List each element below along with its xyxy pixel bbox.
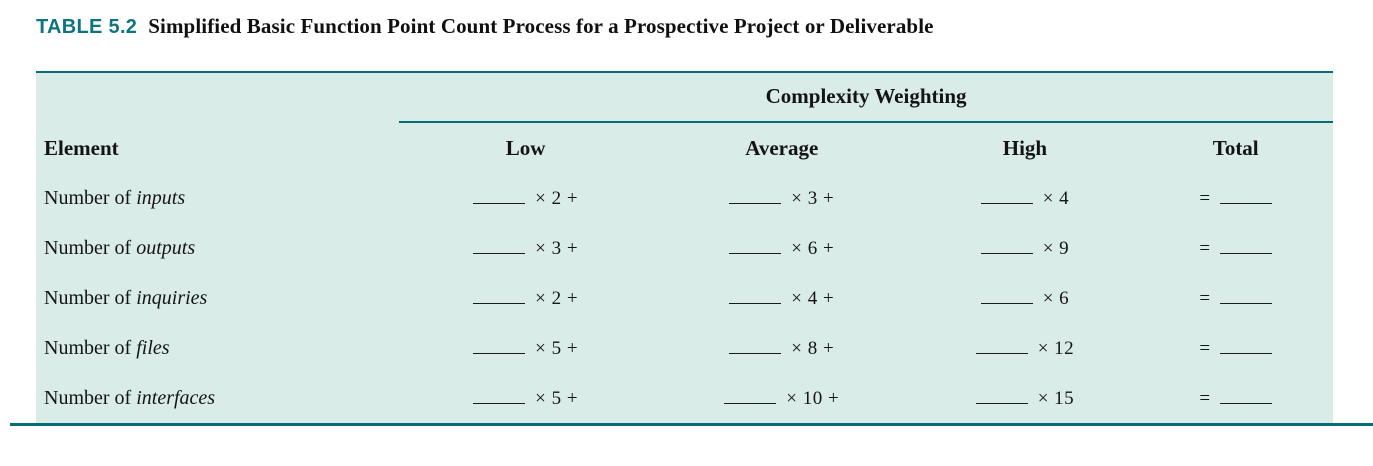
low-factor: × 5 + [535, 388, 579, 410]
low-factor: × 5 + [535, 338, 579, 360]
element-term: inputs [136, 186, 186, 209]
blank-line [729, 238, 782, 254]
element-cell: Number of interfaces [36, 387, 399, 410]
table-row-inquiries: Number of inquiries × 2 + × 4 + × 6 = [36, 273, 1333, 323]
low-factor: × 2 + [535, 187, 579, 209]
blank-line [980, 288, 1033, 304]
blank-line [473, 238, 526, 254]
equals-sign: = [1199, 388, 1211, 410]
element-cell: Number of inputs [36, 187, 399, 210]
table-row-outputs: Number of outputs × 3 + × 6 + × 9 = [36, 223, 1333, 273]
average-factor: × 6 + [791, 237, 835, 259]
group-header-row: Complexity Weighting [36, 73, 1333, 123]
element-cell: Number of files [36, 337, 399, 360]
average-factor: × 10 + [786, 388, 840, 410]
col-header-total: Total [1212, 135, 1259, 160]
total-cell: = [1138, 187, 1333, 210]
average-factor: × 8 + [791, 338, 835, 360]
blank-line [473, 288, 526, 304]
table-row-files: Number of files × 5 + × 8 + × 12 = [36, 324, 1333, 374]
blank-line [729, 188, 782, 204]
col-header-average: Average [745, 135, 819, 160]
blank-line [1220, 238, 1273, 254]
table-row-inputs: Number of inputs × 2 + × 3 + × 4 = [36, 173, 1333, 223]
element-term: files [136, 337, 170, 360]
average-cell: × 8 + [652, 337, 911, 360]
low-factor: × 2 + [535, 287, 579, 309]
table-number-label: TABLE 5.2 [36, 16, 138, 38]
table-title: Simplified Basic Function Point Count Pr… [148, 14, 934, 38]
blank-line [1220, 288, 1273, 304]
col-header-high: High [1002, 135, 1048, 160]
low-factor: × 3 + [535, 237, 579, 259]
table-row-interfaces: Number of interfaces × 5 + × 10 + × 15 = [36, 374, 1333, 424]
high-cell: × 12 [911, 337, 1138, 360]
low-cell: × 2 + [399, 187, 652, 210]
blank-line [980, 188, 1033, 204]
blank-line [729, 338, 782, 355]
average-cell: × 10 + [652, 387, 911, 410]
high-cell: × 6 [911, 287, 1138, 310]
high-cell: × 4 [911, 187, 1138, 210]
element-prefix: Number of [44, 337, 132, 360]
high-factor: × 9 [1042, 237, 1070, 259]
blank-line [473, 388, 526, 405]
blank-line [980, 238, 1033, 254]
element-cell: Number of inquiries [36, 287, 399, 310]
element-prefix: Number of [44, 286, 132, 309]
column-header-row: Element Low Average High Total [36, 123, 1333, 173]
col-header-low: Low [505, 135, 546, 160]
high-factor: × 4 [1042, 187, 1070, 209]
low-cell: × 5 + [399, 337, 652, 360]
blank-line [1220, 188, 1273, 204]
equals-sign: = [1199, 237, 1211, 259]
equals-sign: = [1199, 287, 1211, 309]
blank-line [473, 338, 526, 355]
blank-line [975, 388, 1028, 405]
high-cell: × 15 [911, 387, 1138, 410]
function-point-table: Complexity Weighting Element Low Average… [36, 71, 1333, 424]
average-cell: × 4 + [652, 287, 911, 310]
element-cell: Number of outputs [36, 237, 399, 260]
total-cell: = [1138, 337, 1333, 360]
element-term: inquiries [136, 286, 208, 309]
high-factor: × 15 [1037, 388, 1075, 410]
high-factor: × 12 [1037, 338, 1075, 360]
element-prefix: Number of [44, 387, 132, 410]
high-cell: × 9 [911, 237, 1138, 260]
average-cell: × 3 + [652, 187, 911, 210]
blank-line [1220, 388, 1273, 405]
average-cell: × 6 + [652, 237, 911, 260]
element-term: interfaces [136, 387, 216, 410]
equals-sign: = [1199, 338, 1211, 360]
blank-line [473, 188, 526, 204]
blank-line [729, 288, 782, 304]
average-factor: × 3 + [791, 187, 835, 209]
total-cell: = [1138, 237, 1333, 260]
group-header-complexity-weighting: Complexity Weighting [399, 73, 1333, 123]
high-factor: × 6 [1042, 287, 1070, 309]
low-cell: × 2 + [399, 287, 652, 310]
average-factor: × 4 + [791, 287, 835, 309]
table-caption: TABLE 5.2 Simplified Basic Function Poin… [36, 14, 1353, 39]
table-bottom-rule [10, 423, 1373, 426]
col-header-element: Element [44, 135, 119, 160]
element-prefix: Number of [44, 186, 132, 209]
low-cell: × 3 + [399, 237, 652, 260]
total-cell: = [1138, 387, 1333, 410]
blank-line [975, 338, 1028, 355]
low-cell: × 5 + [399, 387, 652, 410]
total-cell: = [1138, 287, 1333, 310]
blank-line [724, 388, 777, 405]
equals-sign: = [1199, 187, 1211, 209]
element-term: outputs [136, 236, 196, 259]
blank-line [1220, 338, 1273, 355]
element-prefix: Number of [44, 236, 132, 259]
